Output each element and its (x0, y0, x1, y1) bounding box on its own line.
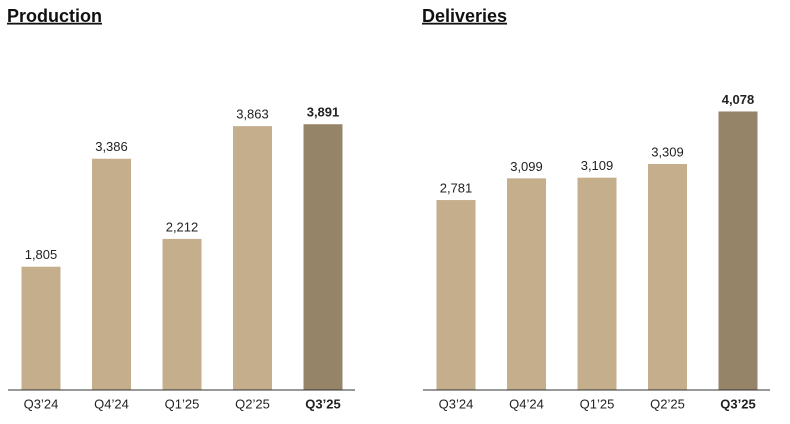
bar (436, 200, 476, 390)
x-tick-label: Q1’25 (580, 396, 615, 411)
x-tick-label: Q2’25 (650, 396, 685, 411)
bar (233, 126, 272, 390)
value-label: 3,863 (236, 107, 269, 122)
bar (507, 178, 546, 390)
bar (162, 238, 202, 390)
x-tick-label: Q4’24 (94, 396, 129, 411)
value-label: 4,078 (722, 92, 755, 107)
x-tick-label: Q3’24 (439, 396, 474, 411)
x-tick-label: Q2’25 (235, 396, 270, 411)
value-label: 2,212 (166, 219, 199, 234)
value-label: 3,109 (581, 158, 614, 173)
bar (577, 177, 617, 390)
bar (92, 158, 131, 390)
x-tick-label: Q1’25 (165, 396, 200, 411)
bar (648, 163, 687, 390)
x-tick-label: Q3’25 (720, 396, 755, 411)
bar (303, 124, 343, 391)
value-label: 3,309 (651, 144, 684, 159)
value-label: 3,891 (307, 105, 340, 120)
value-label: 1,805 (25, 247, 58, 262)
x-tick-label: Q3’25 (305, 396, 340, 411)
value-label: 3,099 (510, 159, 543, 174)
chart-title: Deliveries (422, 6, 507, 26)
bar (21, 266, 61, 390)
bar (718, 111, 758, 391)
chart-title: Production (7, 6, 102, 26)
x-tick-label: Q4’24 (509, 396, 544, 411)
x-tick-label: Q3’24 (24, 396, 59, 411)
value-label: 3,386 (95, 139, 128, 154)
value-label: 2,781 (440, 180, 473, 195)
